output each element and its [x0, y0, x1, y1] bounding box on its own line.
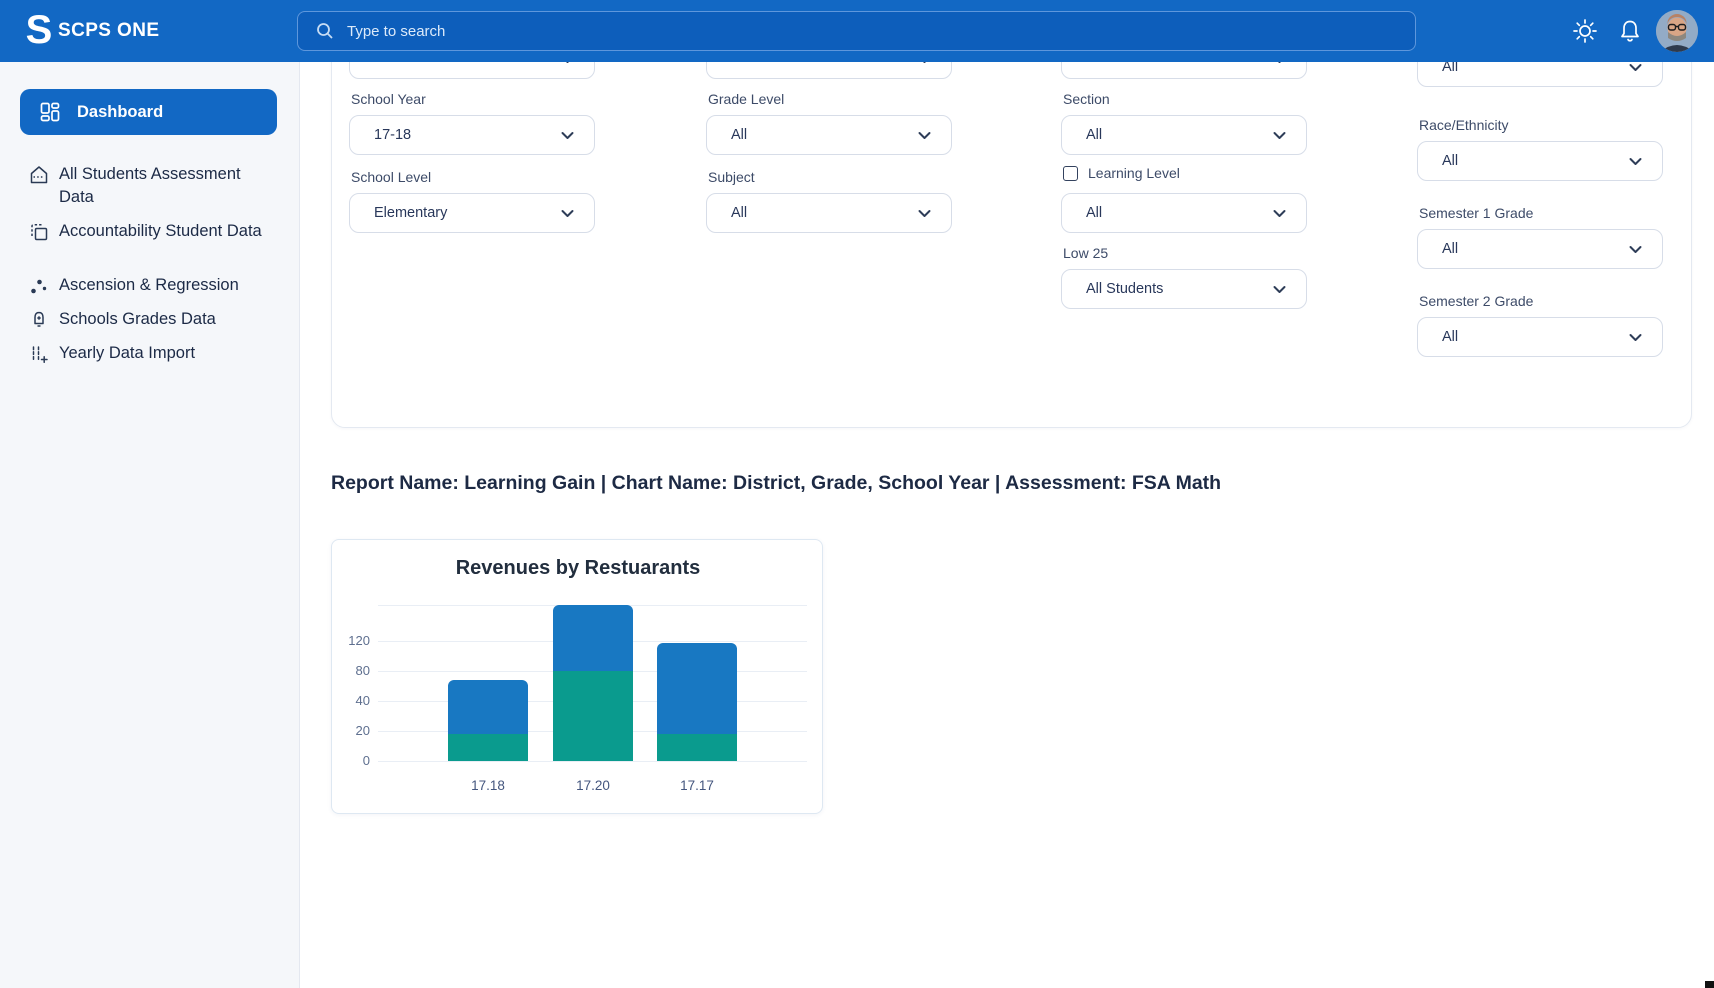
selected-value: All	[1086, 127, 1271, 143]
race-ethnicity-select[interactable]: All	[1417, 141, 1663, 181]
sidebar-item-label: Ascension & Regression	[59, 274, 264, 302]
selected-value: All	[1442, 153, 1627, 169]
y-axis-tick: 20	[336, 723, 370, 738]
selected-value: Elementary	[374, 205, 559, 221]
bar-17.20-series-2-blue	[553, 605, 633, 671]
school-level-label: School Level	[351, 169, 431, 185]
chevron-down-icon	[559, 127, 576, 144]
low-25-label: Low 25	[1063, 245, 1108, 261]
x-axis-tick: 17.18	[443, 778, 533, 793]
section-select[interactable]: All	[1061, 115, 1307, 155]
chart-title: Revenues by Restuarants	[332, 557, 824, 580]
chevron-down-icon	[1627, 329, 1644, 346]
selected-value: 17-18	[374, 127, 559, 143]
bar-17.18-series-2-blue	[448, 680, 528, 734]
learning-level-checkbox-row[interactable]: Learning Level	[1063, 165, 1180, 181]
house-icon	[28, 163, 50, 209]
race-ethnicity-label: Race/Ethnicity	[1419, 117, 1508, 133]
bar-17.18-series-1-teal	[448, 734, 528, 761]
scrollbar-corner	[1705, 981, 1714, 988]
school-year-label: School Year	[351, 91, 426, 107]
sidebar-item-label: All Students Assessment Data	[59, 163, 264, 209]
learning-level-checkbox[interactable]	[1063, 166, 1078, 181]
copy-icon	[28, 220, 50, 248]
bar-17.20-series-1-teal	[553, 671, 633, 761]
y-axis-tick: 40	[336, 693, 370, 708]
page: Submit Reject School Year17-18School Lev…	[0, 0, 1714, 988]
grade-level-label: Grade Level	[708, 91, 784, 107]
chevron-down-icon	[559, 205, 576, 222]
semester-1-grade-label: Semester 1 Grade	[1419, 205, 1533, 221]
report-title: Report Name: Learning Gain | Chart Name:…	[331, 472, 1221, 495]
chevron-down-icon	[1271, 281, 1288, 298]
search-input[interactable]	[335, 23, 1415, 40]
x-axis-tick: 17.17	[652, 778, 742, 793]
sidebar-item-label: Schools Grades Data	[59, 308, 264, 336]
y-axis-tick: 80	[336, 663, 370, 678]
brand-name: SCPS ONE	[58, 20, 159, 42]
dashboard-grid-icon	[39, 101, 61, 123]
sun-icon[interactable]	[1571, 17, 1599, 45]
school-level-select[interactable]: Elementary	[349, 193, 595, 233]
x-axis-tick: 17.20	[548, 778, 638, 793]
bell-icon[interactable]	[1616, 17, 1644, 45]
chevron-down-icon	[916, 127, 933, 144]
sidebar: Dashboard All Students Assessment Data Ac…	[0, 62, 300, 988]
global-search[interactable]	[297, 11, 1416, 51]
chevron-down-icon	[1271, 205, 1288, 222]
scatter-dots-icon	[28, 274, 50, 302]
data-import-icon	[28, 342, 50, 370]
sidebar-item-ascension-regression[interactable]: Ascension & Regression	[28, 274, 278, 302]
selected-value: All	[1086, 205, 1271, 221]
semester-1-grade-select[interactable]: All	[1417, 229, 1663, 269]
bar-17.17-series-1-teal	[657, 734, 737, 761]
chevron-down-icon	[916, 205, 933, 222]
subject-select[interactable]: All	[706, 193, 952, 233]
selected-value: All	[731, 127, 916, 143]
selected-value: All	[1442, 241, 1627, 257]
selected-value: All Students	[1086, 281, 1271, 297]
sidebar-item-schools-grades-data[interactable]: Schools Grades Data	[28, 308, 278, 336]
bar-17.17-series-2-blue	[657, 643, 737, 735]
chevron-down-icon	[1627, 241, 1644, 258]
sidebar-item-label: Yearly Data Import	[59, 342, 264, 370]
sidebar-item-label: Dashboard	[77, 103, 163, 122]
semester-2-grade-select[interactable]: All	[1417, 317, 1663, 357]
filter-panel: Submit Reject School Year17-18School Lev…	[331, 14, 1692, 428]
subject-label: Subject	[708, 169, 755, 185]
sidebar-item-all-students-assessment-data[interactable]: All Students Assessment Data	[28, 163, 278, 209]
scps-logo-icon: S	[20, 8, 58, 54]
sidebar-item-accountability-student-data[interactable]: Accountability Student Data	[28, 220, 278, 248]
avatar-image	[1656, 10, 1698, 52]
y-axis-tick: 120	[336, 633, 370, 648]
search-icon	[315, 21, 335, 41]
selected-value: All	[1442, 329, 1627, 345]
grade-level-select[interactable]: All	[706, 115, 952, 155]
semester-2-grade-label: Semester 2 Grade	[1419, 293, 1533, 309]
school-year-select[interactable]: 17-18	[349, 115, 595, 155]
sidebar-item-yearly-data-import[interactable]: Yearly Data Import	[28, 342, 278, 370]
top-navbar: S SCPS ONE	[0, 0, 1714, 62]
y-axis-tick: 0	[336, 753, 370, 768]
low-25-select[interactable]: All Students	[1061, 269, 1307, 309]
user-avatar[interactable]	[1656, 10, 1698, 52]
chevron-down-icon	[1271, 127, 1288, 144]
chart-card: Revenues by Restuarants 0 20 40 80 120 17.18 1…	[331, 539, 823, 814]
learning-level-label: Learning Level	[1088, 165, 1180, 181]
sidebar-item-label: Accountability Student Data	[59, 220, 264, 248]
sidebar-item-dashboard[interactable]: Dashboard	[20, 89, 277, 135]
section-label: Section	[1063, 91, 1110, 107]
selected-value: All	[731, 205, 916, 221]
gridline	[378, 761, 807, 762]
learning-level-select[interactable]: All	[1061, 193, 1307, 233]
bell-plus-icon	[28, 308, 50, 336]
chevron-down-icon	[1627, 153, 1644, 170]
